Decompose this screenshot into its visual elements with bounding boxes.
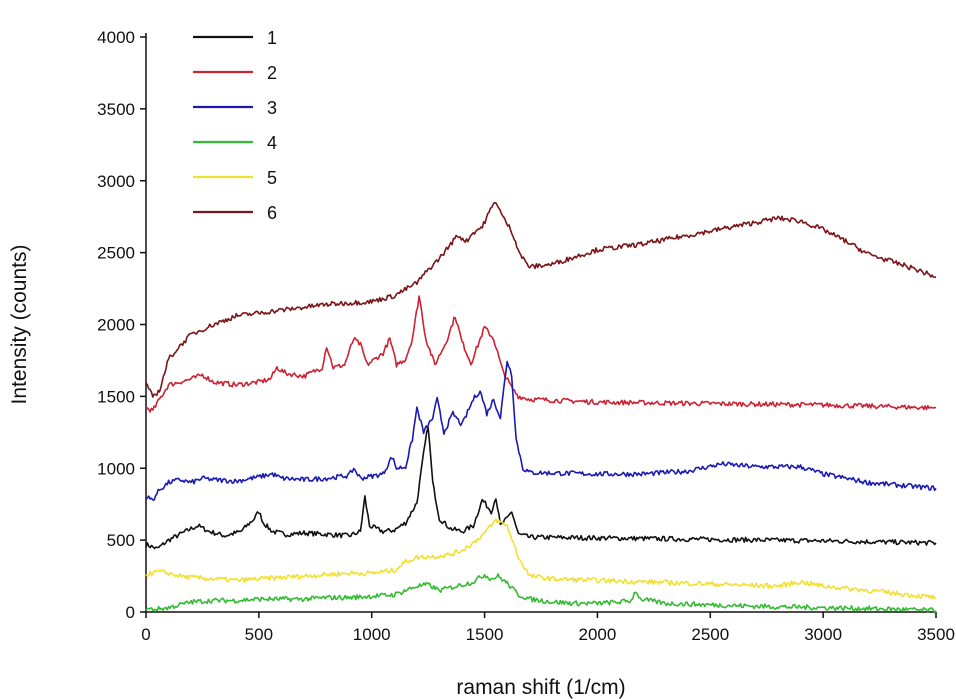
legend-label-2: 2 — [267, 63, 277, 83]
y-tick-label: 2000 — [97, 316, 135, 335]
series-line-2 — [145, 295, 937, 413]
x-tick-label: 0 — [141, 625, 150, 644]
legend-label-6: 6 — [267, 203, 277, 223]
legend-label-3: 3 — [267, 98, 277, 118]
y-tick-label: 0 — [126, 603, 135, 622]
y-tick-label: 1000 — [97, 459, 135, 478]
x-axis-label: raman shift (1/cm) — [456, 676, 625, 699]
x-tick-label: 500 — [245, 625, 273, 644]
legend-label-4: 4 — [267, 133, 277, 153]
y-axis-label: Intensity (counts) — [8, 245, 31, 405]
series-line-1 — [145, 426, 937, 550]
x-tick-label: 3500 — [917, 625, 955, 644]
series-line-5 — [145, 518, 937, 600]
x-tick-label: 1000 — [353, 625, 391, 644]
x-axis-ticks: 0 500 1000 1500 2000 2500 3000 3500 — [141, 612, 955, 644]
legend: 1 2 3 4 5 6 — [193, 28, 277, 223]
y-tick-label: 4000 — [97, 28, 135, 47]
x-tick-label: 3000 — [804, 625, 842, 644]
y-axis-ticks: 0 500 1000 1500 2000 2500 3000 3500 4000 — [97, 28, 146, 622]
legend-label-5: 5 — [267, 168, 277, 188]
series-line-3 — [145, 360, 937, 501]
y-tick-label: 2500 — [97, 244, 135, 263]
series-line-4 — [145, 573, 937, 614]
plot-area: 0 500 1000 1500 2000 2500 3000 3500 4000 0 500 100… — [97, 28, 955, 644]
x-tick-label: 2500 — [691, 625, 729, 644]
x-tick-label: 1500 — [466, 625, 504, 644]
x-tick-label: 2000 — [579, 625, 617, 644]
y-tick-label: 3000 — [97, 172, 135, 191]
y-tick-label: 1500 — [97, 387, 135, 406]
series-lines — [145, 201, 937, 614]
y-tick-label: 500 — [107, 531, 135, 550]
series-line-6 — [145, 201, 937, 398]
legend-label-1: 1 — [267, 28, 277, 48]
y-tick-label: 3500 — [97, 100, 135, 119]
